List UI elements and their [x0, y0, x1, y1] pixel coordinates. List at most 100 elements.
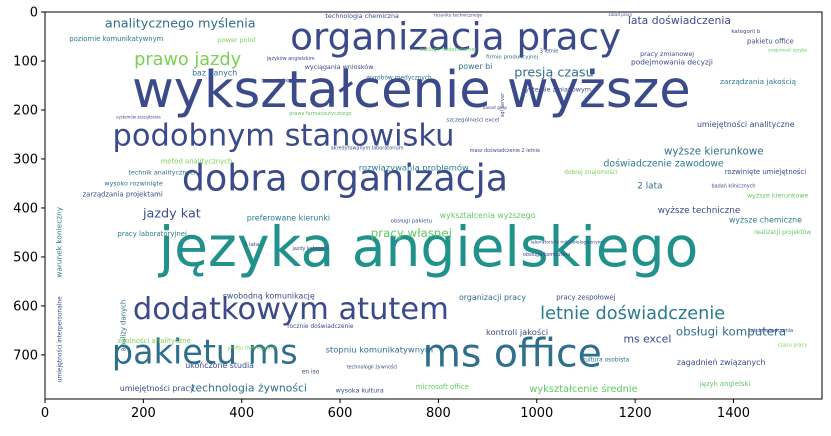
- x-tick-label-2: 400: [229, 406, 254, 421]
- word-20: doświadczenie zawodowe: [604, 158, 725, 169]
- word-66: dobrej znajomości: [564, 169, 618, 176]
- word-31: stopniu komunikatywnym: [326, 345, 433, 355]
- word-0: wykształcenie wyższe: [132, 61, 691, 120]
- word-54: wyrobów medycznych: [366, 75, 432, 82]
- y-axis: 0 100 200 300 400 500 600 700: [13, 6, 45, 363]
- word-18: umiejętności analityczne: [697, 119, 795, 129]
- word-51: wyciągania wniosków: [305, 63, 374, 71]
- word-90: rysunku technicznego: [434, 12, 483, 18]
- word-38: preferowane kierunki: [247, 214, 330, 223]
- word-43: wysoko rozwinięte: [104, 179, 163, 187]
- word-3: dobra organizacja: [182, 157, 508, 200]
- word-70: technologii żywności: [347, 364, 398, 371]
- word-82: zasad gmp: [483, 105, 507, 111]
- word-15: technologia żywności: [191, 382, 307, 395]
- word-36: wykształcenie średnie: [529, 383, 637, 395]
- x-tick-label-4: 800: [426, 406, 451, 421]
- word-2: organizacja pracy: [290, 14, 621, 58]
- x-tick-label-7: 1400: [717, 406, 750, 421]
- word-64: akredytowanym laboratorium: [331, 146, 404, 152]
- x-tick-label-1: 200: [131, 406, 156, 421]
- word-28: kontroli jakości: [486, 327, 548, 337]
- word-33: ukończone studia: [185, 361, 254, 370]
- word-25: wyższe chemiczne: [729, 216, 802, 225]
- word-40: zarządzania projektami: [83, 191, 163, 199]
- word-65: masz doświadczenie 2 letnie: [470, 147, 540, 154]
- word-29: organizacji pracy: [459, 293, 526, 302]
- word-41: metod analitycznych: [161, 157, 233, 165]
- word-68: obsługi pakietu: [391, 219, 432, 225]
- word-6: pakietu ms: [112, 332, 298, 371]
- word-59: umiejętności interpersonalne: [56, 296, 63, 382]
- word-9: prawo jazdy: [134, 50, 241, 70]
- word-11: presją czasu: [514, 66, 593, 81]
- word-79: języków angielskim: [266, 55, 315, 62]
- y-tick-label-6: 600: [13, 299, 38, 314]
- word-56: analizy danych: [120, 300, 128, 352]
- word-12: lata doświadczenia: [628, 14, 731, 27]
- word-1: języka angielskiego: [158, 215, 698, 279]
- word-47: systemie zmianowym: [522, 85, 591, 93]
- word-78: 3 letnie: [540, 49, 558, 55]
- word-17: zarządzania jakością: [720, 77, 797, 86]
- word-10: analitycznego myślenia: [105, 16, 256, 31]
- word-69: rocznie doświadczenie: [287, 323, 354, 330]
- word-50: pakietu office: [747, 37, 794, 45]
- word-63: kultura osobista: [582, 357, 630, 363]
- word-84: kategorii b: [731, 29, 760, 35]
- word-61: język angielski: [699, 380, 751, 388]
- word-86: 1at doświadczenia: [748, 327, 794, 334]
- word-52: pracy zmianowej: [640, 50, 694, 58]
- y-tick-label-2: 200: [13, 103, 38, 118]
- word-22: rozwinięte umiejętności: [725, 168, 807, 176]
- word-8: letnie doświadczenie: [540, 304, 725, 324]
- word-13: jazdy kat: [142, 206, 201, 221]
- word-88: en iso: [302, 370, 320, 376]
- word-72: laboratorium mikrobiologicznym: [531, 240, 602, 246]
- word-74: 3 lata: [244, 242, 259, 248]
- word-83: profilu chemicznym: [227, 346, 275, 352]
- word-4: podobnym stanowisku: [113, 118, 455, 153]
- word-5: dodatkowym atutem: [133, 292, 449, 327]
- word-45: poziomie komunikatywnym: [69, 35, 163, 43]
- y-tick-label-4: 400: [13, 201, 38, 216]
- word-37: zagadnień związanych: [677, 358, 766, 367]
- word-53: power point: [218, 36, 256, 44]
- word-57: zdolności analityczne: [117, 337, 190, 345]
- word-32: swobodną komunikację: [223, 292, 315, 301]
- word-46: podejmowania decyzji: [631, 57, 713, 66]
- word-24: wyższe techniczne: [658, 206, 741, 216]
- x-tick-label-6: 1200: [619, 406, 652, 421]
- word-87: sql server: [500, 92, 506, 117]
- word-85: czasu pracy: [778, 343, 807, 349]
- word-73: badań klinicznych: [711, 182, 755, 189]
- word-30: pracy zespołowej: [556, 294, 615, 302]
- y-tick-label-5: 500: [13, 250, 38, 265]
- word-7: ms office: [423, 330, 602, 376]
- word-77: firmie produkcyjnej: [486, 55, 538, 61]
- word-44: baz danych: [192, 69, 237, 78]
- word-16: obsługi komputera: [676, 324, 786, 338]
- word-92: zasad pracy: [609, 12, 633, 17]
- y-tick-label-1: 100: [13, 54, 38, 69]
- axes-frame: [44, 11, 823, 400]
- x-tick-label-0: 0: [41, 406, 49, 421]
- word-76: biologii molekularnej: [420, 47, 476, 53]
- word-62: realizacji projektów: [754, 229, 811, 236]
- x-tick-label-3: 600: [328, 406, 353, 421]
- word-80: bazami danych: [261, 78, 298, 84]
- word-67: szczególności excel: [446, 116, 499, 123]
- word-14: pracy własnej: [371, 226, 452, 240]
- word-35: wykształcenia wyższego: [440, 211, 536, 220]
- word-39: pracy laboratoryjnej: [118, 230, 187, 238]
- word-19: wyższe kierunkowe: [664, 146, 764, 158]
- y-tick-label-0: 0: [30, 6, 38, 21]
- word-23: 2 lata: [637, 181, 662, 191]
- word-27: ms excel: [623, 333, 671, 346]
- word-48: power bi: [458, 62, 492, 71]
- word-75: jazdy kategorii: [292, 246, 329, 252]
- word-26: wyższe kierunkowe: [747, 192, 809, 200]
